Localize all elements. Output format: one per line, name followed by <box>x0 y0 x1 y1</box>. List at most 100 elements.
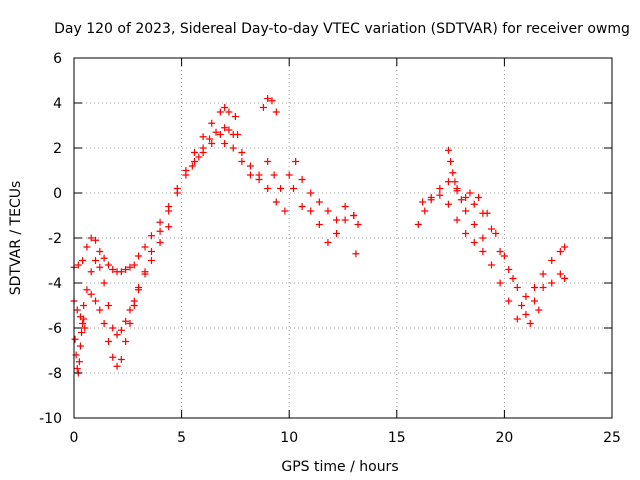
data-point-track-11 <box>457 196 465 204</box>
data-point-track-10 <box>479 248 487 255</box>
x-tick-label: 0 <box>70 430 79 446</box>
data-point-track-3 <box>78 329 86 336</box>
y-tick-label: -8 <box>48 366 62 382</box>
data-point-track-4 <box>122 338 130 345</box>
data-point-track-10 <box>513 315 521 323</box>
data-point-track-10 <box>453 216 461 224</box>
data-point-track-4 <box>113 362 121 370</box>
data-point-track-9 <box>548 257 556 264</box>
data-point-track-1 <box>74 261 82 269</box>
data-point-track-5 <box>238 149 246 156</box>
data-point-track-2 <box>182 171 190 179</box>
data-point-track-2 <box>117 326 125 334</box>
data-point-track-6 <box>229 144 237 152</box>
data-point-track-5 <box>354 221 362 228</box>
chart-title: Day 120 of 2023, Sidereal Day-to-day VTE… <box>54 21 630 37</box>
data-point-track-9 <box>444 178 452 186</box>
data-point-track-10 <box>539 284 547 291</box>
data-point-track-4 <box>147 257 155 264</box>
data-point-track-7 <box>272 108 280 116</box>
data-point-track-5 <box>212 128 220 136</box>
data-point-track-5 <box>341 203 349 210</box>
data-point-track-2 <box>165 207 173 215</box>
data-point-track-4 <box>135 286 143 294</box>
x-tick-label: 20 <box>495 430 513 446</box>
data-point-track-5 <box>324 207 332 215</box>
data-point-track-2 <box>147 248 155 255</box>
data-point-track-12 <box>483 209 491 217</box>
data-point-track-9 <box>414 221 422 228</box>
data-point-track-5 <box>270 171 278 179</box>
x-tick-label: 25 <box>603 430 621 446</box>
data-point-track-9 <box>522 293 530 300</box>
data-point-track-2 <box>83 286 91 294</box>
data-point-track-2 <box>122 317 130 325</box>
data-point-track-5 <box>206 135 214 143</box>
data-point-track-6 <box>324 239 332 246</box>
data-point-track-5 <box>307 189 315 197</box>
data-point-track-8 <box>352 250 360 258</box>
data-point-track-1 <box>109 266 117 273</box>
data-point-track-12 <box>535 306 543 314</box>
data-point-track-2 <box>96 263 104 271</box>
data-point-track-10 <box>561 275 569 282</box>
y-axis-label: SDTVAR / TECUs <box>8 181 24 296</box>
data-point-track-9 <box>470 200 478 208</box>
data-point-track-3 <box>81 324 89 332</box>
tick-labels: 0 5 10 15 20 25 -10 -8 -6 -4 -2 0 2 4 6 <box>39 51 621 446</box>
data-point-track-9 <box>487 225 495 233</box>
data-point-track-4 <box>87 290 95 298</box>
data-point-track-10 <box>505 297 513 305</box>
data-point-track-5 <box>292 158 300 165</box>
data-point-track-6 <box>350 212 358 219</box>
data-point-track-1 <box>83 243 91 251</box>
data-point-track-2 <box>104 302 112 309</box>
data-point-track-6 <box>281 207 289 215</box>
data-points <box>70 95 569 377</box>
x-tick-label: 15 <box>388 430 406 446</box>
y-tick-label: -6 <box>48 321 62 337</box>
data-point-track-12 <box>500 252 508 260</box>
data-point-track-2 <box>156 227 164 235</box>
data-point-track-2 <box>80 302 88 309</box>
grid <box>74 58 612 418</box>
data-point-track-4 <box>96 306 104 314</box>
data-point-track-2 <box>100 279 108 287</box>
data-point-track-11 <box>470 221 478 228</box>
data-point-track-5 <box>285 171 293 179</box>
data-point-track-1 <box>208 119 216 127</box>
data-point-track-5 <box>229 131 237 138</box>
data-point-track-4 <box>130 302 138 309</box>
data-point-track-6 <box>315 221 323 228</box>
data-point-track-1 <box>87 234 95 242</box>
data-point-track-9 <box>496 248 504 255</box>
data-point-track-7 <box>268 97 276 105</box>
data-point-track-1 <box>141 243 149 251</box>
data-point-track-1 <box>156 218 164 226</box>
data-point-track-3 <box>71 335 79 343</box>
data-point-track-1 <box>199 133 207 141</box>
data-point-track-2 <box>208 140 216 147</box>
data-point-track-6 <box>298 203 306 210</box>
data-point-track-2 <box>191 158 199 165</box>
data-point-track-4 <box>165 223 173 231</box>
data-point-track-1 <box>135 252 143 260</box>
data-point-track-2 <box>225 126 233 134</box>
data-point-track-1 <box>191 149 199 156</box>
data-point-track-4 <box>126 320 134 327</box>
data-point-track-2 <box>73 306 81 314</box>
data-point-track-9 <box>505 266 513 273</box>
data-point-track-11 <box>453 185 461 192</box>
data-point-track-1 <box>130 261 138 269</box>
y-tick-label: 4 <box>53 96 62 112</box>
data-point-track-6 <box>255 176 263 183</box>
data-point-track-1 <box>225 108 233 116</box>
data-point-track-3 <box>73 365 81 372</box>
data-point-track-10 <box>436 191 444 199</box>
data-point-track-6 <box>290 185 298 192</box>
data-point-track-3 <box>76 342 84 350</box>
data-point-track-12 <box>466 189 474 197</box>
data-point-track-9 <box>462 194 470 201</box>
data-point-track-11 <box>449 169 457 177</box>
